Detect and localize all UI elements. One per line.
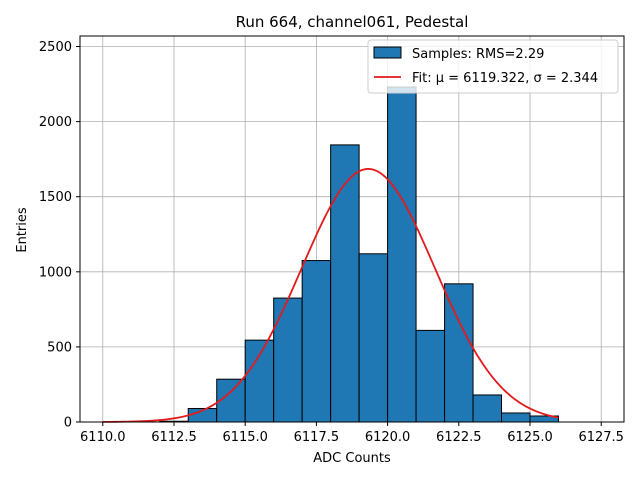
y-tick-label: 0 [64,416,72,431]
chart-title: Run 664, channel061, Pedestal [236,13,469,31]
x-tick-label: 6112.5 [151,430,197,445]
histogram-bar [387,86,417,423]
y-tick-label: 500 [47,340,72,355]
x-tick-label: 6110.0 [80,430,126,445]
y-tick-label: 1000 [39,265,72,280]
x-tick-label: 6122.5 [436,430,482,445]
histogram-bar [273,297,303,423]
legend-label-samples: Samples: RMS=2.29 [412,47,544,62]
legend-swatch-samples [373,46,402,59]
x-tick-label: 6127.5 [578,430,624,445]
x-axis-label: ADC Counts [313,451,391,466]
fit-curve-group [102,168,559,423]
y-tick-label: 2000 [39,115,72,130]
y-axis-ticks: 0 500 1000 1500 2000 2500 [39,40,80,431]
x-axis-ticks: 6110.0 6112.5 6115.0 6117.5 6120.0 6122.5 6125… [80,422,624,445]
fit-curve [102,168,559,423]
legend-label-fit: Fit: μ = 6119.322, σ = 2.344 [412,71,598,86]
histogram-bar [358,253,389,423]
x-tick-label: 6115.0 [222,430,268,445]
histogram-bar [501,412,531,423]
histogram-bar [444,283,474,423]
histogram-bar [301,260,332,423]
y-axis-label: Entries [15,207,30,253]
x-tick-label: 6125.0 [507,430,553,445]
legend-box [367,39,619,94]
histogram-bar [216,378,246,423]
y-tick-label: 1500 [39,190,72,205]
histogram-bar [415,329,446,423]
x-tick-label: 6120.0 [365,430,411,445]
legend: Samples: RMS=2.29 Fit: μ = 6119.322, σ =… [367,39,619,94]
y-tick-label: 2500 [39,40,72,55]
plot-area-frame [79,35,625,423]
histogram-bar [330,144,360,423]
x-tick-label: 6117.5 [294,430,340,445]
histogram-bar [244,339,275,423]
histogram-bar [472,394,503,423]
